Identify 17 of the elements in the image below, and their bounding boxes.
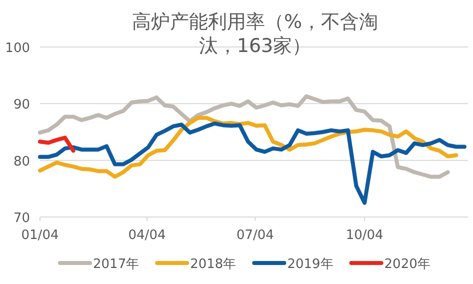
legend-label: 2019年 [287,257,334,272]
line-series [38,94,450,179]
line-series [38,122,466,205]
x-tick-label: 01/04 [21,228,59,243]
x-tick-label: 07/04 [236,228,274,243]
y-tick-label: 70 [13,211,30,226]
y-tick-label: 100 [5,41,30,56]
line-series [38,136,76,153]
y-tick-label: 80 [13,154,30,170]
legend-label: 2017年 [93,257,140,272]
x-tick-label: 10/04 [346,228,384,243]
legend-label: 2018年 [190,257,236,272]
legend-label: 2020年 [384,257,430,272]
chart-title: 高炉产能利用率（%，不含淘汰，163家） [130,10,380,58]
x-tick-label: 04/04 [128,228,166,243]
y-tick-label: 90 [13,98,30,113]
line-series [38,116,458,179]
